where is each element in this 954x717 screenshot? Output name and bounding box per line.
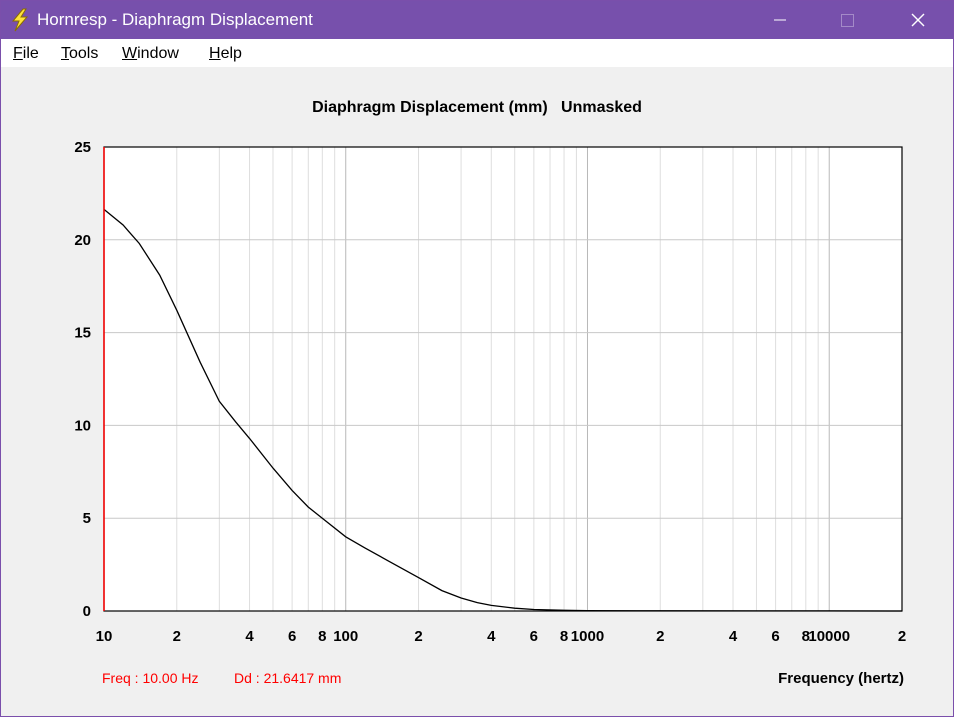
menu-file[interactable]: File — [13, 45, 39, 62]
x-tick-label: 8 — [318, 628, 326, 645]
x-tick-label: 6 — [771, 628, 779, 645]
x-tick-label: 100 — [333, 628, 358, 645]
x-tick-label: 6 — [288, 628, 296, 645]
displacement-readout: Dd : 21.6417 mm — [234, 670, 342, 686]
x-tick-label: 10000 — [808, 628, 850, 645]
menu-help[interactable]: Help — [209, 45, 242, 62]
lightning-bolt-icon — [11, 8, 29, 32]
maximize-button[interactable] — [825, 1, 871, 39]
plot-background — [104, 147, 902, 611]
x-tick-label: 10 — [96, 628, 113, 645]
minimize-button[interactable] — [757, 1, 803, 39]
x-tick-label: 2 — [414, 628, 422, 645]
y-tick-label: 15 — [74, 325, 91, 342]
x-tick-label: 4 — [245, 628, 254, 645]
freq-readout: Freq : 10.00 Hz — [102, 670, 199, 686]
x-tick-label: 2 — [173, 628, 181, 645]
x-tick-label: 6 — [530, 628, 538, 645]
x-tick-label: 2 — [898, 628, 906, 645]
title-bar[interactable]: Hornresp - Diaphragm Displacement — [1, 1, 953, 39]
menu-window[interactable]: Window — [122, 45, 179, 62]
y-tick-label: 10 — [74, 417, 91, 434]
x-tick-label: 8 — [560, 628, 568, 645]
displacement-curve — [103, 208, 903, 612]
y-tick-label: 0 — [83, 603, 91, 620]
y-tick-label: 25 — [74, 139, 91, 156]
menu-bar: File Tools Window Help — [1, 39, 953, 67]
menu-tools[interactable]: Tools — [61, 45, 99, 62]
close-icon — [911, 13, 925, 27]
x-tick-label: 4 — [487, 628, 496, 645]
window-title: Hornresp - Diaphragm Displacement — [37, 10, 313, 29]
x-tick-label: 2 — [656, 628, 664, 645]
minimize-icon — [774, 19, 786, 21]
chart-title: Diaphragm Displacement (mm) Unmasked — [312, 99, 642, 116]
x-tick-label: 1000 — [571, 628, 604, 645]
x-tick-label: 4 — [729, 628, 738, 645]
chart-panel: Diaphragm Displacement (mm) Unmasked 0 5 1… — [1, 67, 953, 716]
x-axis-title: Frequency (hertz) — [778, 670, 904, 687]
y-tick-label: 5 — [83, 510, 91, 527]
maximize-icon — [841, 14, 854, 27]
close-button[interactable] — [895, 1, 941, 39]
x-tick-label: 8 — [802, 628, 810, 645]
y-tick-label: 20 — [74, 232, 91, 249]
